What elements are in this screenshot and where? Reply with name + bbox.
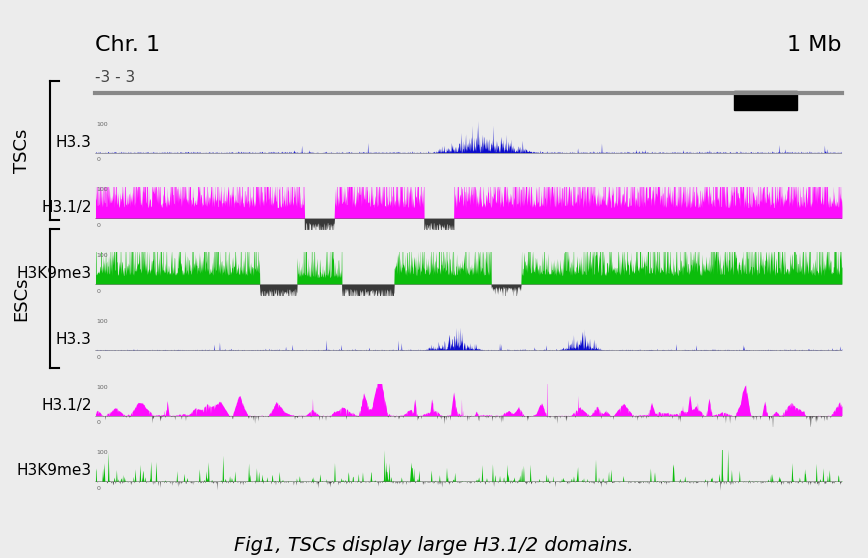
Text: 100: 100 [96,450,108,455]
Text: ESCs: ESCs [13,276,30,321]
Text: 100: 100 [96,319,108,324]
Text: 0: 0 [96,223,100,228]
Text: Fig1, TSCs display large H3.1/2 domains.: Fig1, TSCs display large H3.1/2 domains. [234,536,634,555]
Text: 1 Mb: 1 Mb [787,35,842,55]
Text: 0: 0 [96,355,100,360]
Text: H3K9me3: H3K9me3 [16,266,92,281]
Text: 100: 100 [96,253,108,258]
Text: H3.3: H3.3 [56,332,92,347]
Text: 0: 0 [96,289,100,294]
Text: TSCs: TSCs [13,128,30,173]
Text: -3 - 3: -3 - 3 [95,70,135,85]
Text: 0: 0 [96,157,100,162]
Text: 0: 0 [96,420,100,425]
Text: H3.1/2: H3.1/2 [42,200,92,215]
Text: H3.1/2: H3.1/2 [42,397,92,412]
Text: Chr. 1: Chr. 1 [95,35,161,55]
Bar [733,91,797,110]
Text: 100: 100 [96,122,108,127]
Text: H3K9me3: H3K9me3 [16,463,92,478]
Text: 100: 100 [96,384,108,389]
Text: 100: 100 [96,187,108,193]
Text: 0: 0 [96,486,100,491]
Text: H3.3: H3.3 [56,134,92,150]
